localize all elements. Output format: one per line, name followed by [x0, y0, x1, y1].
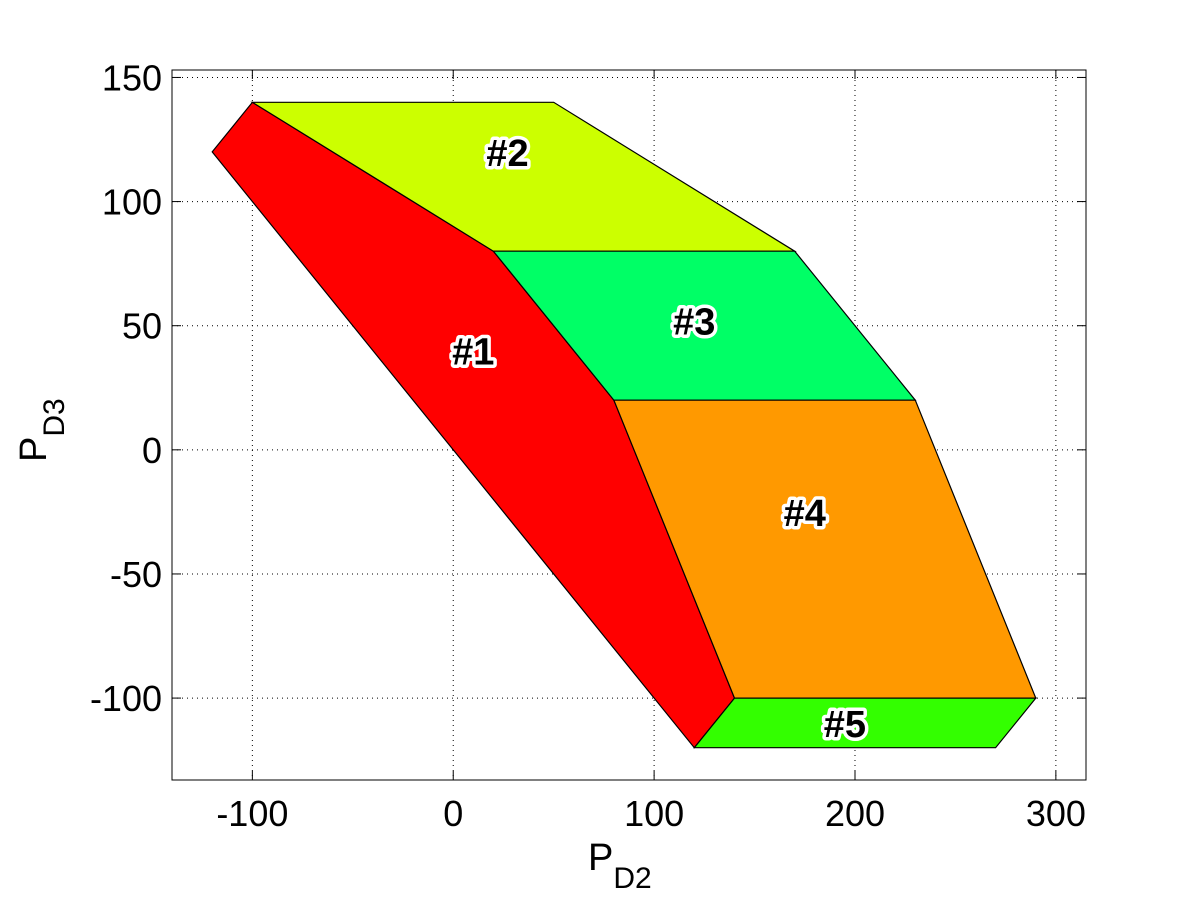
tick-labels: -100 0 100 200 300 150 100 50 0 -50 -100 [90, 57, 1086, 834]
region-5 [693, 697, 1038, 749]
x-tick-label: 100 [624, 793, 684, 834]
region-label-1: #1 [452, 332, 494, 374]
y-tick-label: 100 [102, 182, 162, 223]
y-tick-label: 150 [102, 57, 162, 98]
x-axis-label-sub: D2 [613, 862, 651, 895]
y-axis-label-main: P [13, 437, 55, 462]
y-tick-label: 0 [142, 430, 162, 471]
y-tick-label: -50 [110, 554, 162, 595]
y-tick-label: 50 [122, 306, 162, 347]
region-label-2: #2 [486, 133, 528, 175]
region-label-5: #5 [824, 704, 866, 746]
y-tick-label: -100 [90, 678, 162, 719]
axes [171, 69, 1087, 781]
axes-box [171, 69, 1087, 781]
x-tick-label: 200 [825, 793, 885, 834]
region-label-3: #3 [673, 302, 715, 344]
region-label-4: #4 [784, 493, 826, 535]
x-axis-label-main: P [588, 837, 613, 879]
x-axis-label: PD2 [588, 837, 652, 895]
x-tick-label: 300 [1026, 793, 1086, 834]
x-tick-label: 0 [443, 793, 463, 834]
region-labels: #1 #2 #3 #4 #5 [449, 129, 870, 749]
y-axis-label: PD3 [13, 398, 71, 462]
y-axis-label-sub: D3 [38, 398, 71, 436]
regions [211, 101, 1038, 749]
x-tick-label: -100 [216, 793, 288, 834]
